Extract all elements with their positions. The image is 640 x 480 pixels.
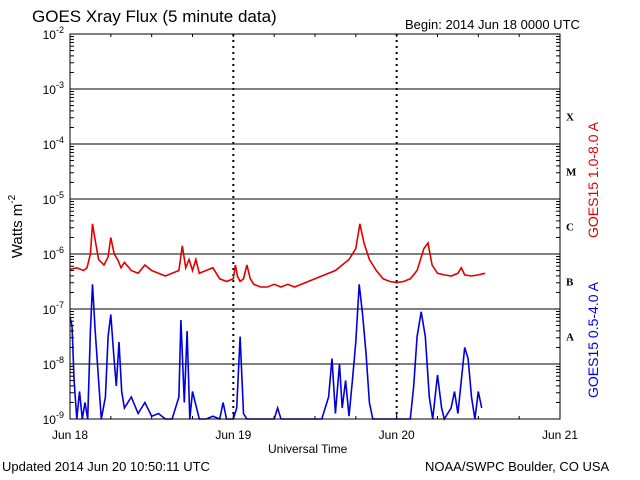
y-axis-label: Watts m-2 xyxy=(7,194,26,258)
x-tick-label: Jun 19 xyxy=(215,428,251,442)
y-tick-label: 10-5 xyxy=(43,190,64,207)
flare-class-c: C xyxy=(566,222,574,234)
grid-lines xyxy=(70,34,560,419)
legend-entry-short-channel: GOES15 0.5-4.0 A xyxy=(585,281,601,398)
y-axis-title: Watts m-2 xyxy=(7,194,26,258)
chart-title: GOES Xray Flux (5 minute data) xyxy=(32,7,277,26)
y-tick-label: 10-6 xyxy=(43,245,64,262)
begin-timestamp: Begin: 2014 Jun 18 0000 UTC xyxy=(405,17,580,32)
plot-frame xyxy=(69,33,561,420)
data-series xyxy=(69,223,486,422)
x-tick-label: Jun 18 xyxy=(52,428,88,442)
series-line-long-channel xyxy=(69,223,486,288)
y-tick-label: 10-8 xyxy=(43,355,64,372)
y-tick-label: 10-7 xyxy=(43,300,64,317)
flare-class-a: A xyxy=(566,332,574,344)
credit-text: NOAA/SWPC Boulder, CO USA xyxy=(425,459,610,474)
x-tick-label: Jun 21 xyxy=(542,428,578,442)
y-tick-label: 10-4 xyxy=(43,135,64,152)
flare-class-m: M xyxy=(566,167,577,179)
flare-class-x: X xyxy=(566,112,574,124)
legend-entry-long-channel: GOES15 1.0-8.0 A xyxy=(585,121,601,238)
x-axis-label: Universal Time xyxy=(268,442,348,456)
series-line-short-channel xyxy=(69,284,483,422)
y-tick-label: 10-9 xyxy=(43,410,64,427)
x-tick-label: Jun 20 xyxy=(379,428,415,442)
flare-class-b: B xyxy=(566,277,574,289)
x-axis-ticks: Jun 18 Jun 19 Jun 20 Jun 21 xyxy=(52,34,578,442)
y-tick-label: 10-3 xyxy=(43,80,64,97)
y-axis-ticks: 10-9 10-8 10-7 10-6 10-5 10-4 10-3 10-2 xyxy=(43,25,560,427)
flare-class-labels: A B C M X xyxy=(566,112,577,344)
y-tick-label: 10-2 xyxy=(43,25,64,42)
updated-timestamp: Updated 2014 Jun 20 10:50:11 UTC xyxy=(2,459,210,474)
legend: GOES15 1.0-8.0 A GOES15 0.5-4.0 A xyxy=(585,121,601,398)
